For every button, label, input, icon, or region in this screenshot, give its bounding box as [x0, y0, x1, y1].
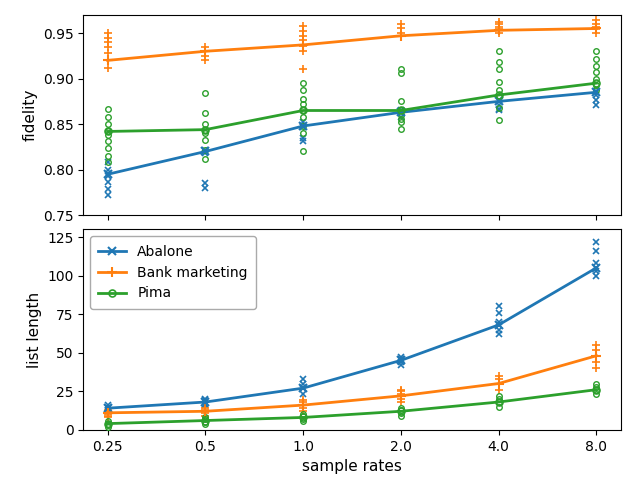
- Abalone: [202, 399, 209, 405]
- Y-axis label: list length: list length: [26, 291, 42, 368]
- Pima: [495, 399, 502, 405]
- Bank marketing: [202, 48, 209, 54]
- Abalone: [300, 123, 307, 129]
- Line: Pima: Pima: [104, 386, 600, 427]
- Abalone: [104, 171, 111, 177]
- Pima: [593, 80, 600, 86]
- Abalone: [104, 405, 111, 411]
- Abalone: [593, 265, 600, 271]
- Abalone: [202, 149, 209, 155]
- Bank marketing: [104, 410, 111, 416]
- Pima: [104, 421, 111, 427]
- Bank marketing: [495, 27, 502, 33]
- Bank marketing: [593, 353, 600, 359]
- Bank marketing: [397, 33, 404, 39]
- Abalone: [300, 385, 307, 391]
- Bank marketing: [202, 409, 209, 414]
- Line: Abalone: Abalone: [104, 88, 600, 178]
- Line: Bank marketing: Bank marketing: [103, 24, 601, 65]
- Line: Pima: Pima: [104, 80, 600, 135]
- Bank marketing: [104, 57, 111, 63]
- X-axis label: sample rates: sample rates: [302, 459, 402, 474]
- Abalone: [397, 109, 404, 115]
- Pima: [104, 128, 111, 134]
- Abalone: [495, 98, 502, 104]
- Bank marketing: [300, 402, 307, 408]
- Pima: [202, 417, 209, 423]
- Bank marketing: [593, 26, 600, 32]
- Pima: [593, 387, 600, 393]
- Pima: [300, 108, 307, 114]
- Pima: [397, 409, 404, 414]
- Abalone: [397, 358, 404, 364]
- Legend: Abalone, Bank marketing, Pima: Abalone, Bank marketing, Pima: [90, 236, 256, 309]
- Bank marketing: [495, 380, 502, 386]
- Pima: [300, 414, 307, 420]
- Pima: [397, 108, 404, 114]
- Line: Abalone: Abalone: [104, 264, 600, 412]
- Pima: [202, 126, 209, 132]
- Y-axis label: fidelity: fidelity: [22, 89, 37, 141]
- Line: Bank marketing: Bank marketing: [103, 351, 601, 418]
- Pima: [495, 92, 502, 98]
- Bank marketing: [397, 393, 404, 399]
- Abalone: [593, 89, 600, 95]
- Bank marketing: [300, 42, 307, 48]
- Abalone: [495, 322, 502, 328]
